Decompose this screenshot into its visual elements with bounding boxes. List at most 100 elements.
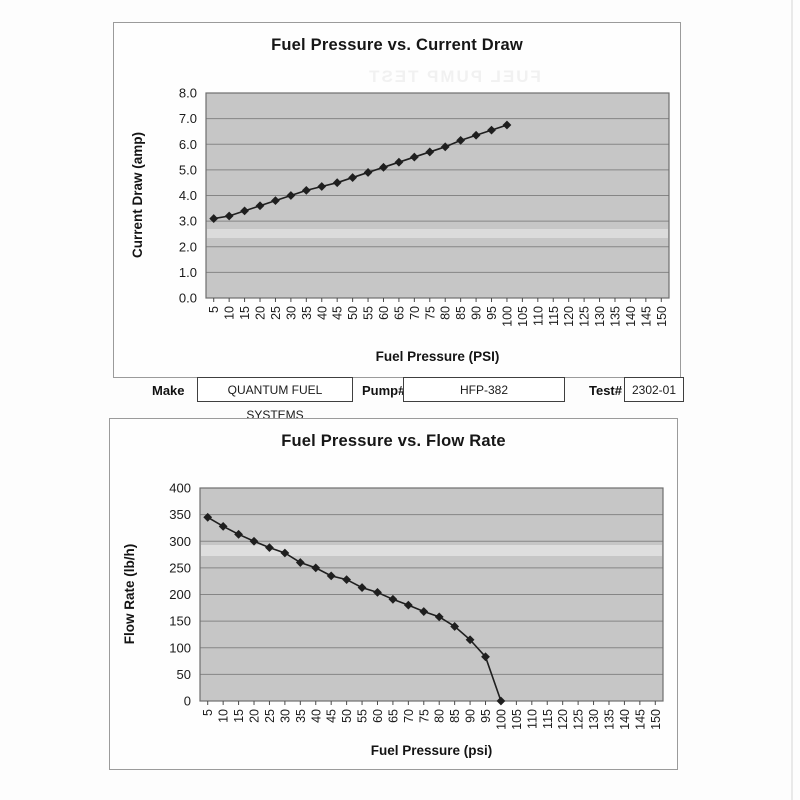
x-tick-label: 75 [417,709,431,723]
data-point-marker [240,206,249,216]
x-tick-label: 45 [331,306,345,320]
x-tick-label: 55 [362,306,376,320]
x-tick-label: 105 [510,709,524,730]
x-tick-label: 150 [649,709,663,730]
scan-artifact-band [201,545,662,556]
x-tick-label: 60 [377,306,391,320]
data-point-marker [379,162,388,172]
data-point-marker [434,612,444,622]
data-point-marker [342,575,352,584]
x-tick-label: 140 [618,709,632,730]
x-tick-label: 10 [223,306,237,320]
plot-border [205,92,670,299]
data-point-marker [373,587,382,597]
current-draw-x-axis-title: Fuel Pressure (PSI) [375,349,500,364]
x-tick-label: 40 [309,709,323,723]
y-tick-label: 5.0 [179,162,197,177]
data-point-marker [357,583,367,592]
data-point-marker [487,125,496,135]
y-tick-label: 250 [169,560,191,575]
x-tick-label: 100 [500,306,514,327]
y-tick-label: 1.0 [179,265,197,280]
x-tick-label: 50 [346,306,360,320]
x-tick-label: 35 [300,306,314,320]
y-tick-label: 350 [169,507,191,522]
make-label: Make [152,383,185,398]
x-tick-label: 115 [547,306,561,326]
data-point-marker [394,157,404,167]
x-tick-label: 85 [448,709,462,723]
x-tick-label: 130 [587,709,601,730]
y-tick-label: 400 [169,481,191,496]
data-point-marker [286,191,296,200]
x-tick-label: 135 [608,306,622,327]
x-tick-label: 85 [454,306,468,320]
data-point-marker [224,211,234,221]
plot-border [199,487,664,702]
y-tick-label: 2.0 [179,239,197,254]
x-tick-label: 100 [494,709,508,730]
x-tick-label: 140 [624,306,638,327]
data-point-marker [348,173,358,182]
data-point-marker [265,543,274,553]
scan-artifact-band [207,229,668,238]
y-tick-label: 100 [169,640,191,655]
x-tick-label: 80 [439,306,453,320]
data-point-marker [409,152,419,162]
x-tick-label: 115 [541,709,555,729]
x-tick-label: 95 [479,709,493,723]
data-point-marker [465,635,475,645]
x-tick-label: 125 [578,306,592,327]
data-point-marker [363,168,373,177]
x-tick-label: 25 [269,306,283,320]
x-tick-label: 75 [423,306,437,320]
x-tick-label: 70 [408,306,422,320]
y-tick-label: 300 [169,534,191,549]
flow-rate-chart-card: Fuel Pressure vs. Flow Rate Flow Rate (l… [109,418,678,770]
x-tick-label: 45 [325,709,339,723]
x-tick-label: 150 [655,306,669,327]
data-point-marker [311,563,321,573]
x-tick-label: 145 [639,306,653,327]
data-point-marker [326,571,336,581]
data-point-marker [419,607,429,616]
y-tick-label: 50 [177,667,191,682]
data-point-marker [481,652,490,662]
data-point-marker [388,594,398,604]
pump-number-value-box: HFP-382 [403,377,565,402]
x-tick-label: 20 [248,709,262,723]
test-number-label: Test# [589,383,622,398]
x-tick-label: 60 [371,709,385,723]
make-value-box: QUANTUM FUEL SYSTEMS [197,377,353,422]
x-tick-label: 110 [525,709,539,729]
x-tick-label: 105 [516,306,530,327]
x-tick-label: 30 [284,306,298,320]
x-tick-label: 25 [263,709,277,723]
x-tick-label: 30 [278,709,292,723]
y-tick-label: 3.0 [179,214,197,229]
x-tick-label: 125 [572,709,586,730]
x-tick-label: 120 [556,709,570,730]
data-point-marker [301,185,311,195]
x-tick-label: 120 [562,306,576,327]
scan-page-edge-artifact [791,0,793,800]
x-tick-label: 130 [593,306,607,327]
data-point-marker [209,214,219,223]
current-draw-chart-title: Fuel Pressure vs. Current Draw [271,36,523,54]
pump-number-label: Pump# [362,383,406,398]
y-tick-label: 150 [169,614,191,629]
data-point-marker [203,512,213,522]
x-tick-label: 20 [254,306,268,320]
flow-rate-plot: 0 50 100 150 200 250 300 350 400 5 10 15 20 25 30 35 40 4… [169,481,664,730]
data-point-marker [295,558,305,567]
x-tick-label: 90 [470,306,484,320]
data-point-marker [440,142,450,152]
x-tick-label: 95 [485,306,499,320]
x-tick-label: 145 [633,709,647,730]
x-tick-label: 70 [402,709,416,723]
current-draw-chart-card: FUEL PUMP TEST Fuel Pressure vs. Current… [113,22,681,378]
data-point-marker [425,147,435,157]
flow-rate-x-axis-title: Fuel Pressure (psi) [370,743,493,758]
x-tick-label: 110 [531,306,545,326]
data-point-marker [280,548,290,558]
